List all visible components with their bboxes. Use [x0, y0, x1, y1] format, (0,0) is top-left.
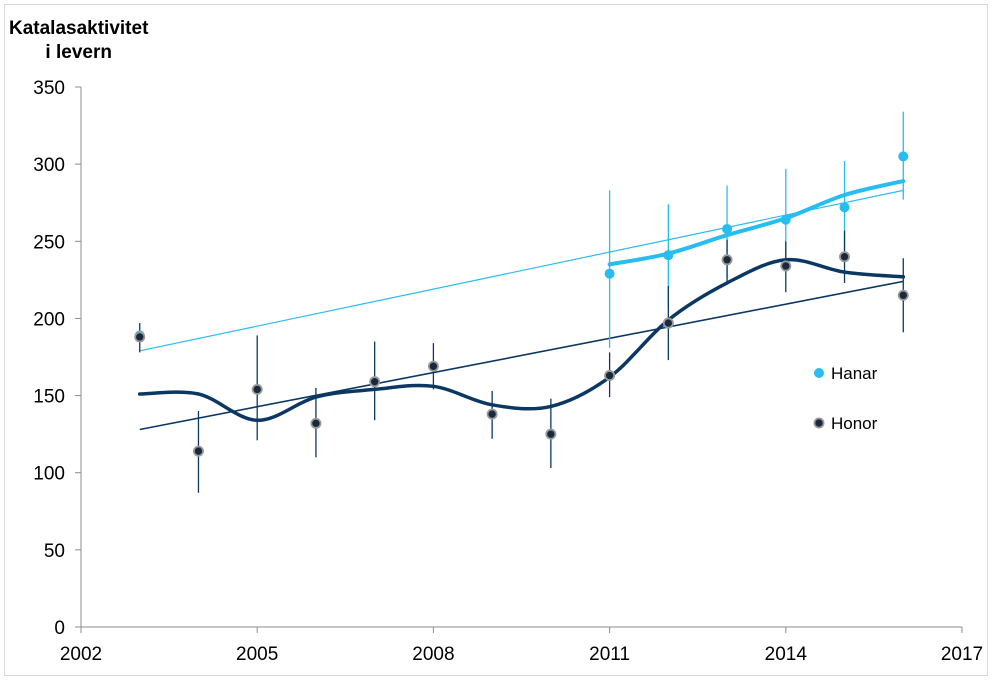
y-tick-label: 250 — [33, 232, 65, 253]
chart-frame — [4, 4, 988, 676]
data-point-honor — [427, 360, 439, 372]
legend-marker-hanar — [814, 368, 824, 378]
x-tick-label: 2005 — [236, 644, 278, 665]
legend-label-honor: Honor — [831, 414, 878, 433]
data-point-hanar — [604, 268, 615, 279]
data-point-honor — [486, 408, 498, 420]
y-axis-label: Katalasaktivitet i levern — [9, 17, 148, 65]
data-point-honor — [192, 445, 204, 457]
smooth-line-honor — [137, 257, 906, 423]
y-tick-label: 200 — [33, 309, 65, 330]
x-tick-label: 2017 — [941, 644, 983, 665]
data-point-honor — [897, 289, 909, 301]
y-axis-label-line-2: i levern — [45, 42, 112, 63]
trend-line-honor — [139, 280, 904, 431]
data-point-honor — [780, 260, 792, 272]
legend: Hanar Honor — [813, 364, 878, 433]
data-point-hanar — [722, 223, 733, 234]
data-point-hanar — [780, 214, 791, 225]
data-point-honor — [310, 417, 322, 429]
data-point-honor — [662, 317, 674, 329]
y-tick-label: 100 — [33, 464, 65, 485]
smooth-line-hanar — [607, 179, 906, 267]
plot-area — [134, 111, 909, 493]
x-tick-label: 2008 — [412, 644, 454, 665]
y-tick-label: 0 — [54, 618, 65, 639]
y-tick-label: 350 — [33, 78, 65, 99]
y-axis-label-line-1: Katalasaktivitet — [9, 18, 149, 39]
trend-line-hanar — [139, 189, 904, 352]
data-point-honor — [251, 383, 263, 395]
axes: 0 50 100 150 200 250 300 350 2002 2005 2008 2011 201… — [33, 78, 983, 665]
data-point-hanar — [839, 202, 850, 213]
y-tick-label: 50 — [44, 541, 65, 562]
data-point-honor — [134, 331, 146, 343]
data-point-honor — [369, 376, 381, 388]
data-point-honor — [721, 254, 733, 266]
x-tick-label: 2014 — [765, 644, 808, 665]
data-point-hanar — [898, 151, 909, 162]
y-tick-label: 300 — [33, 155, 65, 176]
x-tick-label: 2011 — [589, 644, 630, 665]
data-point-hanar — [663, 250, 674, 261]
x-tick-label: 2002 — [60, 644, 102, 665]
legend-label-hanar: Hanar — [831, 364, 878, 383]
data-point-honor — [545, 428, 557, 440]
y-tick-label: 150 — [33, 387, 65, 408]
data-point-honor — [604, 370, 616, 382]
data-point-honor — [839, 251, 851, 263]
legend-marker-honor — [813, 417, 825, 429]
